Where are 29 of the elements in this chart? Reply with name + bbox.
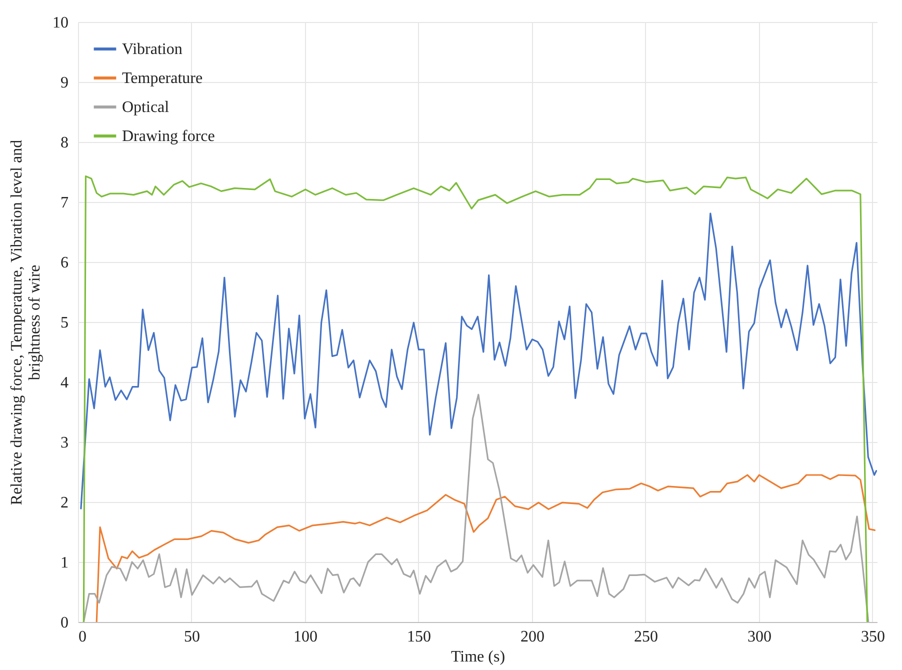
legend-label: Temperature <box>122 70 203 87</box>
line-series <box>96 474 876 622</box>
y-tick-label: 0 <box>60 614 68 632</box>
x-tick-label: 0 <box>78 628 86 646</box>
x-tick-label: 350 <box>860 628 885 646</box>
y-tick-label: 3 <box>60 434 68 452</box>
legend-label: Vibration <box>122 41 182 58</box>
x-tick-label: 150 <box>406 628 431 646</box>
y-axis-title: Relative drawing force, Temperature, Vibration level and brightness of wire <box>8 140 44 506</box>
y-tick-label: 1 <box>60 554 68 572</box>
x-tick-label: 300 <box>747 628 772 646</box>
x-tick-label: 250 <box>634 628 658 646</box>
y-tick-label: 4 <box>60 374 68 392</box>
y-tick-label: 6 <box>60 254 68 272</box>
x-tick-label: 200 <box>520 628 544 646</box>
line-series <box>82 175 868 622</box>
y-tick-label: 10 <box>52 14 68 32</box>
legend-label: Drawing force <box>122 128 215 145</box>
y-tick-label: 9 <box>60 74 68 92</box>
x-tick-label: 50 <box>184 628 200 646</box>
x-axis-title: Time (s) <box>450 648 506 666</box>
legend-label: Optical <box>122 99 170 116</box>
line-series <box>82 394 870 622</box>
y-tick-label: 2 <box>60 494 68 512</box>
y-tick-label: 7 <box>60 194 68 212</box>
y-tick-label: 5 <box>60 314 68 332</box>
line-series <box>80 212 877 510</box>
x-tick-label: 100 <box>293 628 318 646</box>
y-tick-label: 8 <box>60 134 68 152</box>
